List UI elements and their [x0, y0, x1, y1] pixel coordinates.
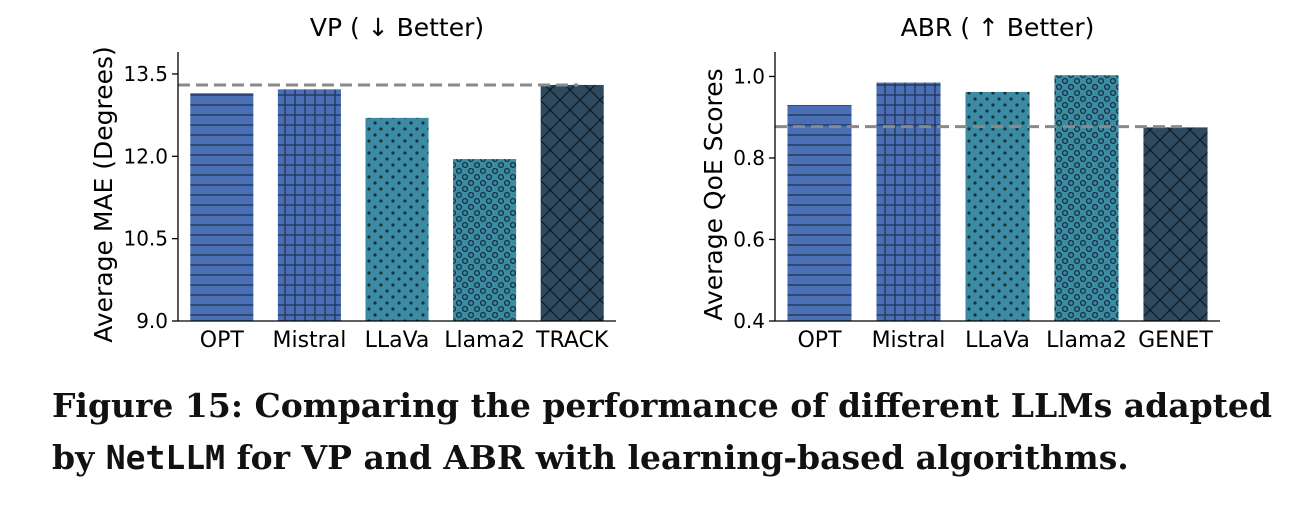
y-tick-label: 10.5 — [123, 227, 168, 251]
x-tick-label: TRACK — [535, 328, 609, 353]
y-tick-label: 13.5 — [123, 62, 168, 86]
bar-opt — [787, 104, 852, 321]
x-tick-label: OPT — [200, 328, 245, 353]
caption-line-1: Figure 15: Comparing the performance of … — [52, 386, 1272, 425]
figure: OPT Mistral LLaVa Llama2 TRACK 9.0 10.5 12.0 13.… — [89, 13, 1220, 353]
bar-llava — [965, 91, 1030, 322]
bar-llama2 — [1054, 75, 1119, 322]
x-tick-label: LLaVa — [965, 328, 1030, 353]
caption-line-2: by NetLLM for VP and ABR with learning-b… — [52, 432, 1282, 484]
figure-caption: Figure 15: Comparing the performance of … — [52, 380, 1282, 484]
caption-code: NetLLM — [105, 438, 225, 477]
bar-mistral — [876, 82, 941, 322]
bar-llama2 — [453, 159, 517, 321]
bar-track — [540, 84, 604, 321]
x-tick-label: Mistral — [872, 328, 946, 353]
bar-mistral — [277, 89, 341, 321]
y-axis-label: Average MAE (Degrees) — [89, 46, 118, 343]
y-axis-label: Average QoE Scores — [699, 68, 728, 320]
chart-title: VP ( ↓ Better) — [310, 13, 484, 42]
x-tick-label: Mistral — [272, 328, 346, 353]
caption-rest: for VP and ABR with learning-based algor… — [224, 438, 1129, 477]
y-tick-label: 0.6 — [733, 227, 765, 251]
y-tick-label: 0.4 — [733, 309, 765, 333]
y-tick-label: 0.8 — [733, 146, 765, 170]
bar-opt — [190, 93, 254, 322]
x-tick-label: Llama2 — [1046, 328, 1127, 353]
bar-genet — [1143, 127, 1208, 321]
x-tick-label: GENET — [1138, 328, 1213, 353]
abr-chart: OPT Mistral LLaVa Llama2 GENET 0.4 0.6 0.8 1.0 AB… — [699, 13, 1220, 353]
x-tick-label: Llama2 — [444, 328, 525, 353]
x-tick-label: OPT — [797, 328, 842, 353]
caption-by: by — [52, 438, 106, 477]
vp-chart: OPT Mistral LLaVa Llama2 TRACK 9.0 10.5 12.0 13.… — [89, 13, 616, 353]
bar-llava — [365, 117, 429, 321]
y-tick-label: 9.0 — [136, 309, 168, 333]
x-tick-label: LLaVa — [365, 328, 430, 353]
y-tick-label: 1.0 — [733, 64, 765, 88]
chart-title: ABR ( ↑ Better) — [901, 13, 1095, 42]
y-tick-label: 12.0 — [123, 144, 168, 168]
